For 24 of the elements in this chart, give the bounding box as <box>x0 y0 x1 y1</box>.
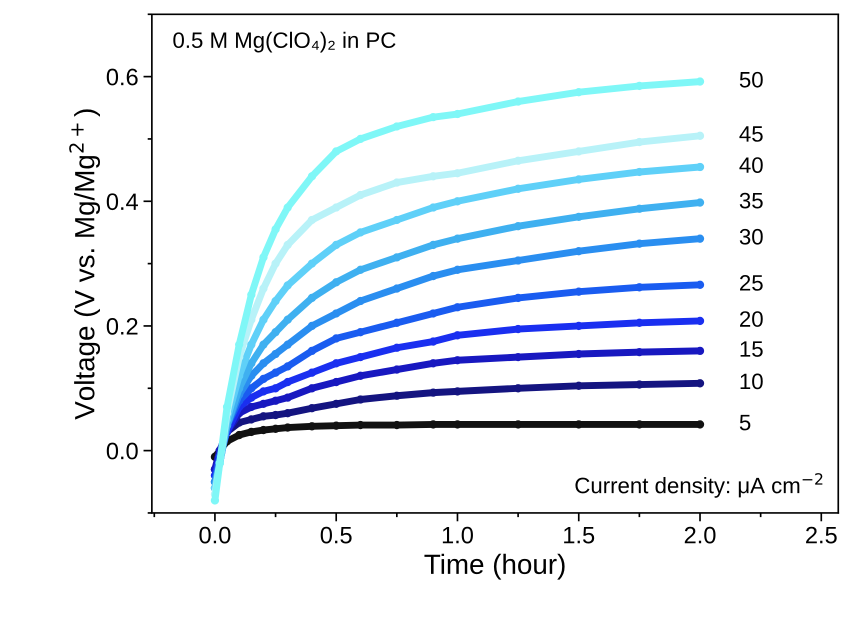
series-label: 35 <box>740 192 763 208</box>
x-tick-label: 0.0 <box>199 526 230 544</box>
x-tick-label: 1.5 <box>564 527 594 544</box>
series-label: 20 <box>740 311 763 327</box>
x-tick-label: 2.5 <box>806 526 837 544</box>
series-label: 10 <box>740 374 763 390</box>
series-label: 15 <box>740 341 763 357</box>
series-label: 30 <box>740 228 763 245</box>
series-label: 25 <box>740 275 763 291</box>
x-tick-label: 2.0 <box>684 526 716 544</box>
series-label: 40 <box>739 157 763 173</box>
x-tick-label: 1.0 <box>442 526 473 544</box>
y-tick-label: 0.4 <box>106 193 138 210</box>
x-axis-title: Time (hour) <box>424 554 565 580</box>
y-axis-title: Voltage (V vs. Mg/Mg$^{2+}$) <box>69 109 100 420</box>
x-tick-label: 0.5 <box>320 526 352 544</box>
annotation: Current density: μA cm$^{−2}$ <box>575 473 822 498</box>
y-tick-label: 0.0 <box>106 442 138 460</box>
series-label: 45 <box>739 126 763 142</box>
annotation: 0.5 M Mg(ClO₄)₂ in PC <box>173 32 396 52</box>
y-tick-label: 0.6 <box>106 68 138 86</box>
series-label: 5 <box>740 414 750 430</box>
y-tick-label: 0.2 <box>106 318 138 335</box>
series-label: 50 <box>740 72 763 88</box>
